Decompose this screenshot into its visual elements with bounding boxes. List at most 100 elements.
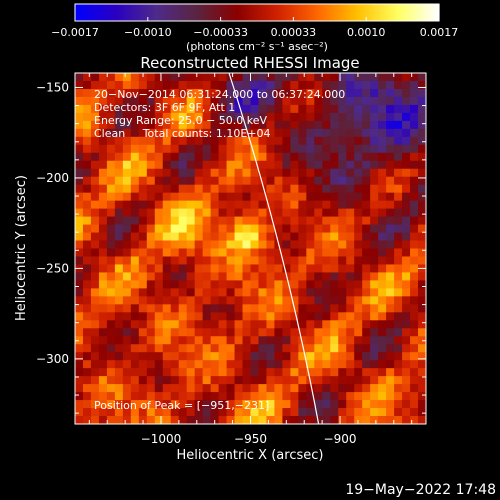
heatmap-cell	[402, 320, 411, 329]
heatmap-cell	[138, 368, 148, 377]
heatmap-cell	[98, 384, 108, 393]
heatmap-cell	[402, 224, 411, 234]
colorbar-cell	[227, 4, 230, 21]
heatmap-cell	[306, 184, 315, 194]
heatmap-cell	[106, 96, 116, 106]
heatmap-cell	[338, 120, 347, 130]
heatmap-cell	[370, 304, 379, 313]
heatmap-cell	[402, 232, 411, 242]
heatmap-cell	[194, 128, 204, 138]
heatmap-cell	[250, 288, 259, 297]
heatmap-cell	[306, 400, 315, 409]
heatmap-cell	[290, 368, 299, 377]
heatmap-cell	[106, 336, 116, 345]
heatmap-cell	[258, 264, 267, 273]
heatmap-cell	[402, 272, 411, 281]
colorbar-tick-labels: −0.0017 −0.0010 −0.00033 0.00033 0.0010 0.001…	[51, 26, 458, 39]
heatmap-cell	[130, 352, 140, 361]
heatmap-cell	[290, 88, 299, 98]
heatmap-cell	[75, 296, 84, 305]
heatmap-cell	[266, 312, 275, 321]
heatmap-cell	[258, 296, 267, 305]
heatmap-cell	[186, 368, 196, 377]
heatmap-cell	[226, 296, 236, 305]
heatmap-cell	[194, 304, 204, 313]
heatmap-cell	[186, 248, 196, 257]
heatmap-cell	[282, 248, 291, 257]
heatmap-cell	[170, 144, 180, 154]
heatmap-cell	[338, 88, 347, 98]
heatmap-cell	[258, 216, 267, 226]
heatmap-cell	[338, 224, 347, 234]
heatmap-cell	[330, 160, 339, 170]
colorbar-cell	[237, 4, 240, 21]
heatmap-cell	[202, 392, 212, 401]
heatmap-cell	[314, 136, 323, 146]
heatmap-cell	[298, 384, 307, 393]
heatmap-cell	[394, 408, 403, 417]
colorbar-cell	[77, 4, 80, 21]
heatmap-cell	[170, 400, 180, 409]
heatmap-cell	[386, 256, 395, 265]
heatmap-cell	[114, 328, 124, 337]
heatmap-cell	[75, 232, 84, 242]
heatmap-cell	[266, 384, 275, 393]
heatmap-cell	[386, 128, 395, 138]
colorbar-cell	[379, 4, 382, 21]
heatmap-cell	[178, 232, 188, 242]
heatmap-cell	[362, 248, 371, 257]
heatmap-cell	[402, 152, 411, 162]
heatmap-cell	[354, 232, 363, 242]
heatmap-cell	[274, 176, 283, 186]
heatmap-cell	[106, 408, 116, 417]
heatmap-cell	[266, 408, 275, 417]
heatmap-cell	[114, 88, 124, 98]
heatmap-cell	[90, 328, 100, 337]
heatmap-cell	[146, 144, 156, 154]
heatmap-cell	[290, 264, 299, 273]
heatmap-cell	[170, 408, 180, 417]
heatmap-cell	[210, 136, 220, 146]
heatmap-cell	[418, 96, 426, 106]
heatmap-cell	[75, 192, 84, 202]
heatmap-cell	[338, 296, 347, 305]
heatmap-cell	[386, 296, 395, 305]
heatmap-cell	[394, 176, 403, 186]
heatmap-cell	[82, 344, 92, 353]
heatmap-cell	[130, 73, 140, 82]
heatmap-cell	[130, 416, 140, 424]
heatmap-cell	[298, 320, 307, 329]
colorbar-cell	[159, 4, 162, 21]
heatmap-cell	[250, 136, 259, 146]
heatmap-cell	[210, 248, 220, 257]
heatmap-cell	[362, 328, 371, 337]
heatmap-cell	[338, 400, 347, 409]
heatmap-cell	[338, 216, 347, 226]
heatmap-cell	[250, 200, 259, 210]
colorbar-cell	[383, 4, 386, 21]
heatmap-cell	[282, 368, 291, 377]
heatmap-cell	[178, 256, 188, 265]
heatmap-cell	[106, 136, 116, 146]
heatmap-cell	[298, 408, 307, 417]
heatmap-cell	[258, 184, 267, 194]
heatmap-cell	[75, 280, 84, 289]
heatmap-cell	[266, 240, 275, 249]
heatmap-cell	[154, 280, 164, 289]
heatmap-cell	[162, 144, 172, 154]
heatmap-cell	[114, 320, 124, 329]
heatmap-cell	[194, 224, 204, 234]
heatmap-cell	[322, 136, 331, 146]
heatmap-cell	[90, 320, 100, 329]
heatmap-cell	[306, 73, 315, 82]
heatmap-cell	[410, 232, 419, 242]
heatmap-cell	[170, 136, 180, 146]
heatmap-cell	[90, 216, 100, 226]
heatmap-cell	[106, 216, 116, 226]
heatmap-cell	[75, 112, 84, 122]
heatmap-cell	[386, 264, 395, 273]
heatmap-cell	[290, 392, 299, 401]
heatmap-cell	[194, 320, 204, 329]
heatmap-cell	[266, 352, 275, 361]
heatmap-cell	[90, 144, 100, 154]
